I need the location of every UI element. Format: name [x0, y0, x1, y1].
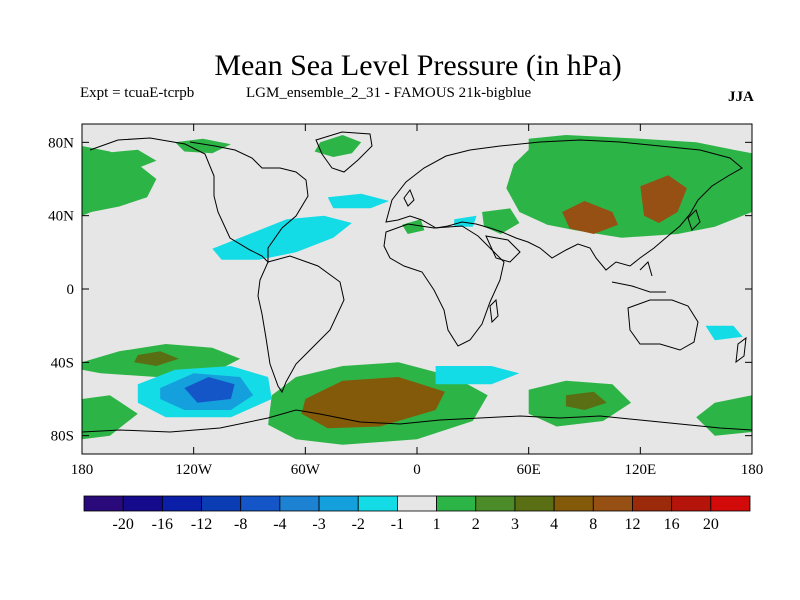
anomaly-region-16 — [82, 395, 138, 440]
colorbar-label-7: -1 — [391, 516, 404, 533]
colorbar-swatch-13 — [592, 495, 633, 512]
colorbar-swatch-4 — [240, 495, 281, 512]
colorbar-swatch-11 — [514, 495, 555, 512]
anomaly-region-5 — [562, 201, 618, 234]
colorbar-label-11: 4 — [550, 516, 558, 533]
anomaly-region-17 — [696, 395, 752, 436]
colorbar-swatch-14 — [632, 495, 673, 512]
anomaly-region-11 — [134, 351, 179, 366]
anomaly-regions — [82, 135, 752, 445]
y-tick-label-0: 80N — [48, 135, 74, 151]
chart-title: Mean Sea Level Pressure (in hPa) — [214, 49, 621, 82]
colorbar-label-3: -8 — [234, 516, 247, 533]
coast-new-zealand — [735, 336, 747, 364]
colorbar-swatch-6 — [318, 495, 359, 512]
anomaly-region-22 — [435, 366, 520, 385]
colorbar-label-4: -4 — [273, 516, 286, 533]
x-tick-label-1: 120W — [175, 462, 213, 478]
colorbar-swatch-16 — [710, 495, 751, 512]
colorbar-label-14: 16 — [664, 516, 680, 533]
colorbar: -20 -16 -12 -8 -4 -3 -2 -1 1 2 3 4 8 12 16 20 — [83, 495, 751, 533]
colorbar-label-10: 3 — [511, 516, 519, 533]
colorbar-swatch-3 — [201, 495, 242, 512]
anomaly-region-13 — [301, 377, 445, 429]
colorbar-label-1: -16 — [152, 516, 173, 533]
coast-greenland — [315, 131, 373, 173]
colorbar-swatch-1 — [122, 495, 163, 512]
x-tick-label-5: 120E — [624, 462, 656, 478]
x-tick-label-2: 60W — [291, 462, 321, 478]
y-tick-label-2: 0 — [67, 282, 75, 298]
anomaly-region-3 — [175, 138, 231, 154]
colorbar-swatch-10 — [475, 495, 516, 512]
colorbar-swatch-15 — [671, 495, 712, 512]
x-tick-label-6: 180 — [741, 462, 764, 478]
anomaly-region-4 — [506, 135, 752, 238]
coast-africa — [383, 223, 505, 347]
y-tick-label-4: 80S — [51, 429, 74, 445]
colorbar-swatch-9 — [436, 495, 477, 512]
colorbar-swatch-12 — [553, 495, 594, 512]
colorbar-label-12: 8 — [589, 516, 597, 533]
coast-australia — [627, 299, 699, 351]
x-axis: 180 120W 60W 0 60E 120E 180 — [71, 124, 764, 478]
coastlines — [82, 131, 752, 433]
colorbar-swatch-0 — [83, 495, 124, 512]
coast-madagascar — [489, 298, 499, 324]
anomaly-region-2 — [314, 135, 362, 157]
colorbar-label-8: 1 — [433, 516, 441, 533]
colorbar-label-2: -12 — [191, 516, 212, 533]
colorbar-swatch-2 — [161, 495, 202, 512]
x-tick-label-4: 60E — [517, 462, 541, 478]
x-tick-label-3: 0 — [413, 462, 421, 478]
anomaly-region-7 — [482, 208, 520, 234]
season-label: JJA — [728, 89, 754, 105]
coast-japan — [687, 209, 701, 231]
colorbar-label-5: -3 — [312, 516, 325, 533]
colorbar-swatch-5 — [279, 495, 320, 512]
x-tick-label-0: 180 — [71, 462, 94, 478]
colorbar-label-13: 12 — [624, 516, 640, 533]
anomaly-region-21 — [705, 325, 743, 341]
anomaly-region-19 — [327, 193, 390, 209]
colorbar-label-9: 2 — [472, 516, 480, 533]
colorbar-swatch-7 — [357, 495, 398, 512]
anomaly-region-15 — [565, 391, 607, 410]
colorbar-swatch-8 — [397, 495, 437, 512]
coast-south-america — [257, 255, 345, 394]
coast-antarctica — [82, 409, 752, 433]
chart-subtitle-left: Expt = tcuaE-tcrpb — [80, 85, 194, 101]
colorbar-label-15: 20 — [703, 516, 719, 533]
anomaly-region-1 — [100, 149, 157, 168]
coast-north-america — [89, 137, 309, 264]
colorbar-label-6: -2 — [352, 516, 365, 533]
coast-europe-asia — [385, 139, 743, 271]
coast-indonesia — [611, 261, 666, 293]
y-tick-label-3: 40S — [51, 355, 74, 371]
anomaly-region-25 — [184, 377, 235, 403]
y-axis: 80N 40N 0 40S 80S — [48, 135, 752, 445]
coast-arabia — [485, 235, 521, 263]
colorbar-label-0: -20 — [113, 516, 134, 533]
chart-subtitle-center: LGM_ensemble_2_31 - FAMOUS 21k-bigblue — [246, 85, 531, 101]
y-tick-label-1: 40N — [48, 209, 74, 225]
anomaly-region-6 — [640, 175, 687, 223]
anomaly-region-9 — [402, 219, 425, 234]
anomaly-region-20 — [454, 215, 477, 227]
anomaly-region-8 — [603, 193, 641, 212]
coast-uk — [403, 188, 415, 207]
